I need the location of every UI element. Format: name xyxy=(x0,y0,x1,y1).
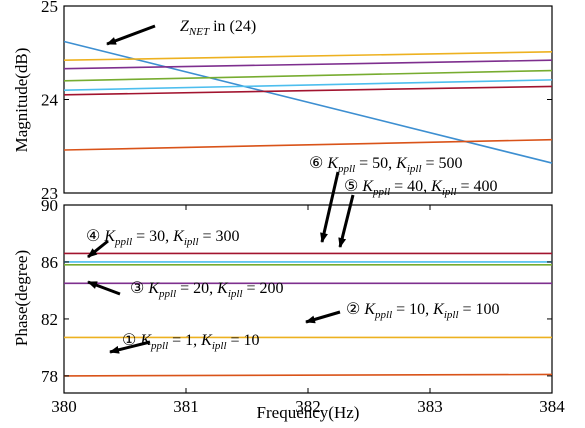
phase-y-ticks: 78 82 86 90 xyxy=(41,196,552,386)
x-tick-label: 381 xyxy=(173,397,199,416)
magnitude-series-line-4 xyxy=(63,69,553,82)
magnitude-series-line-2 xyxy=(63,51,553,62)
magnitude-series-line-7 xyxy=(63,138,553,151)
arrow-5 xyxy=(338,194,355,248)
x-tick-label: 380 xyxy=(51,397,77,416)
magnitude-panel: 23 24 25 Magnitude(dB) ZNET in (24) xyxy=(12,0,553,203)
phase-panel: 78 82 86 90 380 381 382 383 384 Phase(degree) F… xyxy=(12,155,565,422)
phase-y-tick-label: 82 xyxy=(41,310,58,329)
magnitude-series-line-1 xyxy=(63,40,553,164)
magnitude-y-tick-label: 23 xyxy=(41,184,58,203)
magnitude-y-label: Magnitude(dB) xyxy=(12,48,31,153)
magnitude-series-group xyxy=(63,40,553,164)
magnitude-series-line-5 xyxy=(63,79,553,91)
x-tick-label: 383 xyxy=(417,397,443,416)
arrow-4 xyxy=(87,239,109,259)
x-axis-label: Frequency(Hz) xyxy=(257,403,360,422)
znet-arrow xyxy=(106,24,156,46)
magnitude-y-ticks: 23 24 25 xyxy=(41,0,552,203)
magnitude-series-line-3 xyxy=(63,59,553,70)
phase-annotation-2: ⑤ Kppll = 40, Kipll = 400 xyxy=(344,178,498,198)
znet-annotation: ZNET in (24) xyxy=(180,18,256,38)
phase-y-label: Phase(degree) xyxy=(12,250,31,346)
x-tick-label: 382 xyxy=(295,397,321,416)
phase-annotation-1: ⑥ Kppll = 50, Kipll = 500 xyxy=(309,155,463,175)
arrow-3 xyxy=(87,280,121,296)
phase-y-tick-label: 86 xyxy=(41,253,58,272)
magnitude-y-tick-label: 25 xyxy=(41,0,58,16)
phase-series-group xyxy=(63,252,553,377)
x-tick-label: 384 xyxy=(539,397,565,416)
phase-annotation-4: ③ Kppll = 20, Kipll = 200 xyxy=(130,280,284,300)
arrow-6 xyxy=(320,171,340,243)
phase-annotations: ⑥ Kppll = 50, Kipll = 500 ⑤ Kppll = 40, K… xyxy=(86,155,500,352)
phase-annotation-6: ① Kppll = 1, Kipll = 10 xyxy=(122,332,260,352)
phase-annotation-5: ② Kppll = 10, Kipll = 100 xyxy=(346,301,500,321)
magnitude-y-tick-label: 24 xyxy=(41,91,59,110)
phase-series-line-6 xyxy=(63,373,553,377)
magnitude-series-line-6 xyxy=(63,85,553,96)
phase-annotation-3: ④ Kppll = 30, Kipll = 300 xyxy=(86,228,240,248)
phase-y-tick-label: 90 xyxy=(41,196,58,215)
phase-x-ticks: 380 381 382 383 384 xyxy=(51,205,565,416)
arrow-2 xyxy=(305,310,341,324)
arrow-1 xyxy=(109,340,151,354)
phase-y-tick-label: 78 xyxy=(41,367,58,386)
